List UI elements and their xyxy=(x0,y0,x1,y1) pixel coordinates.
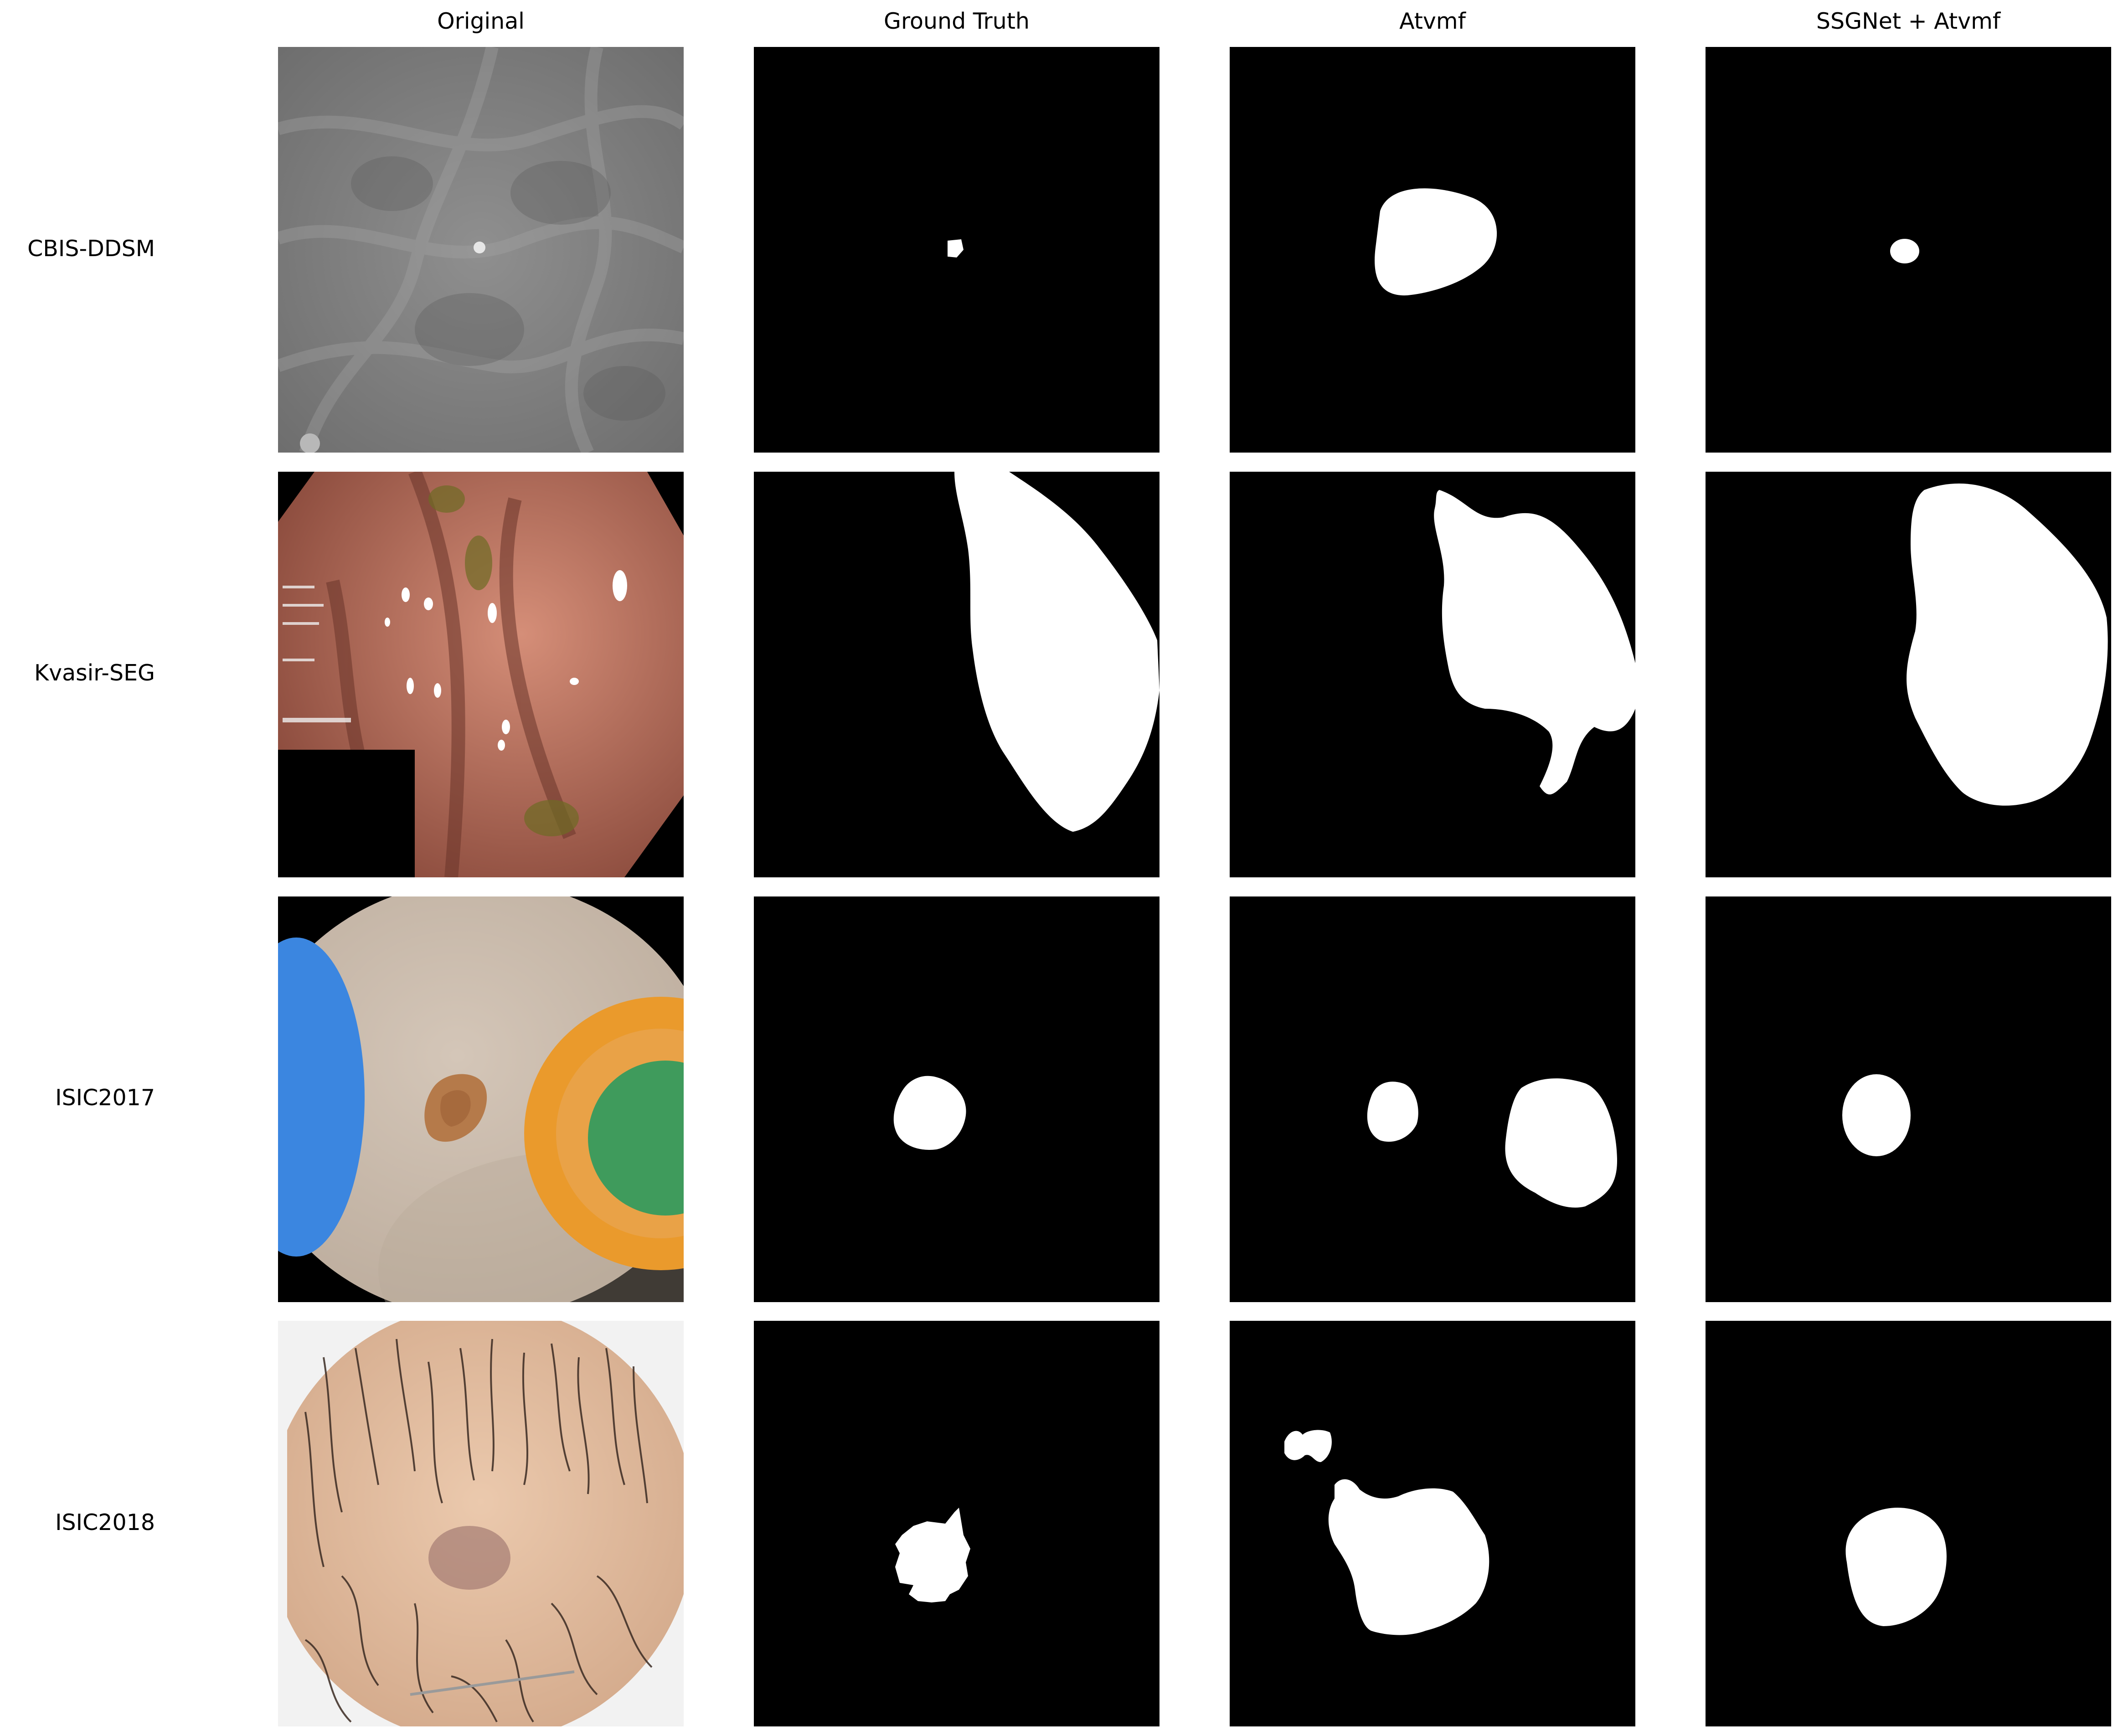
original-image-isic2017 xyxy=(278,896,684,1302)
ssgnet-atvmf-mask-isic2018 xyxy=(1706,1321,2111,1726)
ground-truth-mask-isic2017 xyxy=(754,896,1159,1302)
original-image-isic2018 xyxy=(278,1321,684,1726)
row-label-isic2018: ISIC2018 xyxy=(55,1509,155,1535)
original-image-cbis-ddsm xyxy=(278,47,684,453)
ssgnet-atvmf-mask-kvasir-seg xyxy=(1706,472,2111,877)
ground-truth-mask-kvasir-seg xyxy=(754,472,1159,877)
column-title-original: Original xyxy=(437,8,525,34)
ssgnet-atvmf-mask-cbis-ddsm xyxy=(1706,47,2111,453)
ground-truth-mask-cbis-ddsm xyxy=(754,47,1159,453)
row-label-kvasir-seg: Kvasir-SEG xyxy=(34,660,155,686)
column-title-ground-truth: Ground Truth xyxy=(883,8,1030,34)
atvmf-mask-kvasir-seg xyxy=(1230,472,1635,877)
row-label-cbis-ddsm: CBIS-DDSM xyxy=(27,236,155,262)
row-label-isic2017: ISIC2017 xyxy=(55,1085,155,1111)
column-title-atvmf: Atvmf xyxy=(1399,8,1466,34)
atvmf-mask-cbis-ddsm xyxy=(1230,47,1635,453)
atvmf-mask-isic2017 xyxy=(1230,896,1635,1302)
ssgnet-atvmf-mask-isic2017 xyxy=(1706,896,2111,1302)
column-title-ssgnet-atvmf: SSGNet + Atvmf xyxy=(1816,8,2001,34)
original-image-kvasir-seg xyxy=(278,472,684,877)
ground-truth-mask-isic2018 xyxy=(754,1321,1159,1726)
atvmf-mask-isic2018 xyxy=(1230,1321,1635,1726)
